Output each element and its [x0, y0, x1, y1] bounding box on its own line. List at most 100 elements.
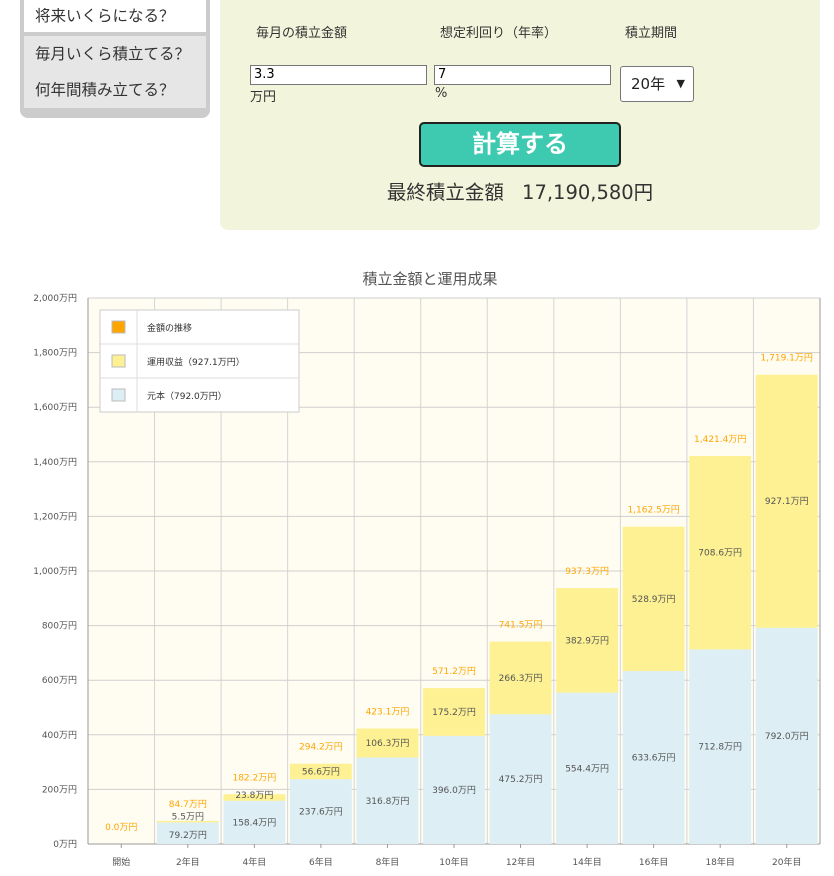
y-tick-label: 0万円 [53, 839, 77, 850]
bar-principal [556, 692, 619, 844]
x-tick-label: 18年目 [705, 856, 734, 868]
bar-earnings [156, 820, 219, 823]
y-tick-label: 600万円 [42, 675, 77, 686]
x-tick-label: 8年目 [376, 856, 400, 868]
principal-data-label: 396.0万円 [432, 785, 476, 796]
total-data-label: 84.7万円 [169, 799, 207, 810]
legend-totals-swatch [111, 320, 126, 334]
rate-input[interactable]: 7 [434, 65, 611, 85]
principal-data-label: 237.6万円 [299, 807, 343, 818]
chevron-down-icon: ▼ [676, 77, 685, 90]
bar-earnings [556, 588, 619, 693]
y-tick-label: 1,200万円 [33, 511, 77, 522]
principal-data-label: 554.4万円 [565, 763, 609, 774]
total-data-label: 294.2万円 [299, 742, 343, 753]
sidebar-item-future-value[interactable]: 将来いくらになる？ [24, 0, 206, 32]
monthly-amount-unit: 万円 [250, 90, 277, 105]
total-data-label: 937.3万円 [565, 566, 609, 577]
x-tick-label: 16年目 [639, 856, 668, 868]
bar-principal [489, 714, 552, 844]
bar-earnings [622, 526, 685, 672]
earnings-data-label: 528.9万円 [632, 594, 676, 605]
earnings-data-label: 106.3万円 [366, 738, 410, 749]
total-data-label: 1,421.4万円 [694, 434, 746, 445]
monthly-amount-input[interactable]: 3.3 [250, 65, 427, 85]
result-label: 最終積立金額 [386, 181, 504, 204]
calculate-button[interactable]: 計算する [419, 122, 621, 167]
bar-earnings [489, 641, 552, 715]
bar-principal [356, 757, 419, 844]
principal-data-label: 712.8万円 [698, 742, 742, 753]
x-tick-label: 6年目 [309, 856, 333, 868]
period-select-value: 20年 [631, 75, 666, 93]
x-tick-label: 開始 [112, 856, 130, 868]
y-tick-label: 2,000万円 [33, 293, 77, 304]
bar-earnings [689, 455, 752, 650]
total-data-label: 182.2万円 [232, 772, 276, 783]
bar-principal [689, 649, 752, 844]
rate-label: 想定利回り（年率） [440, 26, 558, 41]
earnings-data-label: 708.6万円 [698, 548, 742, 559]
y-tick-label: 800万円 [42, 621, 77, 632]
principal-data-label: 316.8万円 [366, 796, 410, 807]
earnings-data-label: 382.9万円 [565, 635, 609, 646]
total-data-label: 423.1万円 [366, 706, 410, 717]
bar-principal [755, 627, 818, 844]
period-label: 積立期間 [625, 26, 678, 41]
legend-earnings-label: 運用収益（927.1万円） [147, 356, 245, 368]
total-data-label: 1,162.5万円 [627, 505, 679, 516]
principal-data-label: 79.2万円 [169, 830, 207, 841]
period-select[interactable]: 20年 ▼ [620, 66, 694, 102]
total-data-label: 0.0万円 [105, 822, 137, 833]
y-tick-label: 1,000万円 [33, 566, 77, 577]
principal-data-label: 475.2万円 [499, 774, 543, 785]
earnings-data-label: 23.8万円 [235, 790, 273, 801]
earnings-data-label: 927.1万円 [765, 496, 809, 507]
bar-earnings [755, 374, 818, 628]
y-tick-label: 1,400万円 [33, 457, 77, 468]
legend-earnings-swatch [111, 354, 126, 368]
calculator-panel: 毎月の積立金額 想定利回り（年率） 積立期間 3.3 万円 7 % 20年 ▼ … [220, 0, 820, 230]
legend-totals-label: 金額の推移 [147, 322, 192, 334]
legend-box [99, 309, 300, 413]
earnings-data-label: 56.6万円 [302, 766, 340, 777]
x-tick-label: 2年目 [176, 856, 200, 868]
principal-data-label: 792.0万円 [765, 731, 809, 742]
bar-principal [423, 735, 485, 844]
y-tick-label: 1,600万円 [33, 402, 77, 413]
x-tick-label: 10年目 [439, 856, 468, 868]
x-tick-label: 4年目 [242, 856, 266, 868]
sidebar-item-monthly-amount[interactable]: 毎月いくら積立てる？ [24, 36, 206, 72]
accumulation-chart: 積立金額と運用成果 0万円 200万円 400万円 600万円 800万円 1,000万円… [33, 270, 821, 868]
y-tick-label: 400万円 [42, 730, 77, 741]
total-data-label: 741.5万円 [499, 620, 543, 631]
rate-unit: % [435, 86, 448, 101]
x-tick-label: 20年目 [772, 856, 801, 868]
legend-principal-swatch [111, 388, 126, 402]
bar-principal [156, 822, 219, 844]
chart-title: 積立金額と運用成果 [362, 270, 497, 288]
legend-principal-label: 元本（792.0万円） [147, 390, 227, 402]
earnings-data-label: 266.3万円 [499, 673, 543, 684]
bar-earnings [223, 794, 286, 801]
bar-earnings [356, 728, 419, 758]
y-tick-label: 1,800万円 [33, 348, 77, 359]
bar-principal [289, 779, 352, 844]
total-data-label: 1,719.1万円 [761, 353, 813, 364]
result-line: 最終積立金額 17,190,580円 [220, 176, 820, 205]
earnings-data-label: 5.5万円 [172, 811, 204, 822]
x-tick-label: 12年目 [506, 856, 535, 868]
bar-principal [223, 800, 286, 844]
bar-earnings [289, 763, 352, 780]
x-tick-label: 14年目 [572, 856, 601, 868]
total-data-label: 571.2万円 [432, 666, 476, 677]
bar-principal [622, 671, 685, 844]
y-tick-label: 200万円 [42, 784, 77, 795]
result-value: 17,190,580円 [522, 181, 654, 204]
monthly-amount-label: 毎月の積立金額 [256, 26, 348, 41]
principal-data-label: 158.4万円 [232, 817, 276, 828]
sidebar-item-period[interactable]: 何年間積み立てる？ [24, 72, 206, 108]
earnings-data-label: 175.2万円 [432, 707, 476, 718]
sidebar-menu: 将来いくらになる？ 毎月いくら積立てる？ 何年間積み立てる？ [20, 0, 210, 118]
